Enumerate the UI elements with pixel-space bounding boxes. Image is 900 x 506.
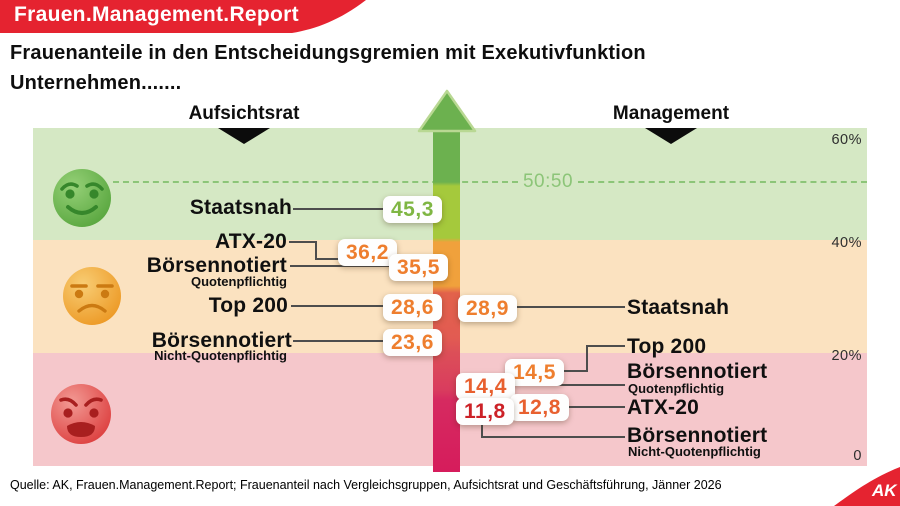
smiley-unhappy-icon xyxy=(63,267,121,325)
axis-tick-40: 40% xyxy=(831,235,862,251)
column-header-management: Management xyxy=(612,103,730,124)
aufsichtsrat-sublabel-nicht-quotenpflichtig: Nicht-Quotenpflichtig xyxy=(154,348,287,363)
management-label-boersennotiert-nq: Börsennotiert xyxy=(627,424,768,447)
axis-tick-20: 20% xyxy=(831,348,862,364)
value-badge-management-atx20: 12,8 xyxy=(510,394,569,421)
value-badge-aufsichtsrat-staatsnah: 45,3 xyxy=(383,196,442,223)
aufsichtsrat-label-atx20: ATX-20 xyxy=(215,230,287,253)
management-label-atx20: ATX-20 xyxy=(627,396,699,419)
banner-ribbon xyxy=(0,0,366,33)
value-badge-aufsichtsrat-boersennotiert-nq: 23,6 xyxy=(383,329,442,356)
ak-logo: AK xyxy=(834,467,900,506)
aufsichtsrat-label-boersennotiert-q: Börsennotiert xyxy=(146,254,287,277)
axis-tick-60: 60% xyxy=(831,132,862,148)
page-title-line1: Frauenanteile in den Entscheidungsgremie… xyxy=(10,42,646,64)
management-label-staatsnah: Staatsnah xyxy=(627,296,730,319)
fifty-fifty-dashed-line xyxy=(578,181,867,183)
scale-arrow-head-icon xyxy=(417,89,477,133)
smiley-happy-icon xyxy=(53,169,111,227)
aufsichtsrat-label-boersennotiert-nq: Börsennotiert xyxy=(151,329,292,352)
value-badge-management-staatsnah: 28,9 xyxy=(458,295,517,322)
fifty-fifty-label: 50:50 xyxy=(522,171,574,192)
value-badge-management-boersennotiert-q: 14,4 xyxy=(456,373,515,400)
down-triangle-icon xyxy=(218,128,270,144)
aufsichtsrat-label-top200: Top 200 xyxy=(208,294,288,317)
axis-tick-0: 0 xyxy=(853,448,862,464)
value-badge-aufsichtsrat-boersennotiert-q: 35,5 xyxy=(389,254,448,281)
management-label-boersennotiert-q: Börsennotiert xyxy=(627,360,768,383)
fifty-fifty-dashed-line xyxy=(113,181,518,183)
source-caption: Quelle: AK, Frauen.Management.Report; Fr… xyxy=(10,478,722,492)
management-sublabel-quotenpflichtig: Quotenpflichtig xyxy=(628,381,725,396)
management-sublabel-nicht-quotenpflichtig: Nicht-Quotenpflichtig xyxy=(628,444,761,459)
column-header-aufsichtsrat: Aufsichtsrat xyxy=(188,103,300,124)
page-title-line2: Unternehmen....... xyxy=(10,72,182,94)
smiley-angry-icon xyxy=(51,384,111,444)
aufsichtsrat-label-staatsnah: Staatsnah xyxy=(189,196,292,219)
value-badge-aufsichtsrat-atx20: 36,2 xyxy=(338,239,397,266)
banner-title: Frauen.Management.Report xyxy=(14,3,299,26)
ak-logo-text: AK xyxy=(871,481,898,500)
aufsichtsrat-sublabel-quotenpflichtig: Quotenpflichtig xyxy=(190,274,287,289)
down-triangle-icon xyxy=(645,128,697,144)
value-badge-management-boersennotiert-nq: 11,8 xyxy=(456,398,514,425)
management-label-top200: Top 200 xyxy=(627,335,707,358)
value-badge-aufsichtsrat-top200: 28,6 xyxy=(383,294,442,321)
